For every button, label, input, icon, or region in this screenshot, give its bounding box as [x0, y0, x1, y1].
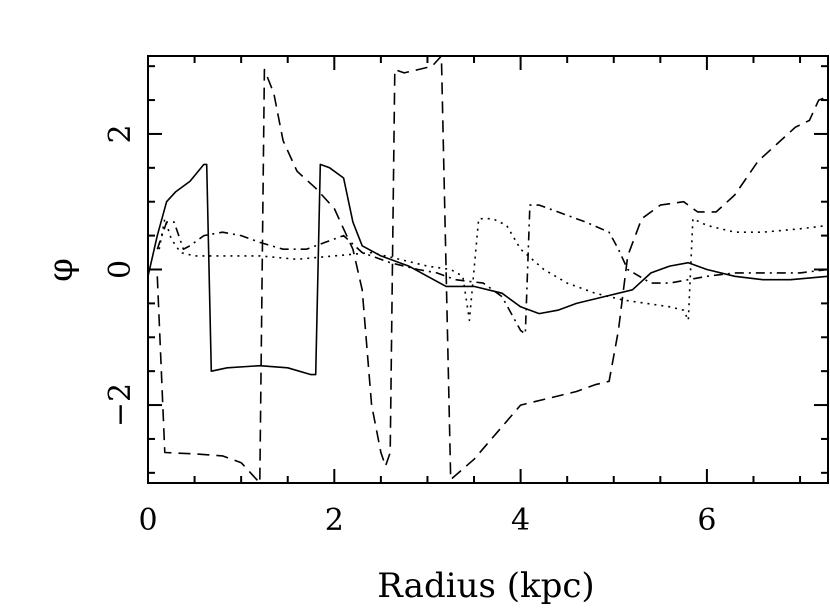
x-tick-label: 0 [138, 503, 157, 538]
series-line-solid [147, 163, 829, 376]
series-layer [147, 55, 829, 484]
x-tick-label: 4 [511, 503, 530, 538]
y-tick-label: 2 [103, 124, 138, 143]
series-line-dash-dot [156, 204, 829, 335]
plot-frame [147, 55, 829, 484]
series-line-dashed [156, 55, 829, 484]
y-tick-label: −2 [103, 383, 138, 427]
x-axis-label: Radius (kpc) [377, 566, 594, 606]
x-tick-label: 6 [697, 503, 716, 538]
tick-labels: 0 2 4 6 −2 0 2 [103, 124, 716, 538]
series-line-dotted [158, 217, 829, 322]
y-tick-label: 0 [103, 260, 138, 279]
y-axis-label: φ [41, 258, 81, 282]
x-tick-label: 2 [325, 503, 344, 538]
axis-ticks [147, 56, 828, 483]
